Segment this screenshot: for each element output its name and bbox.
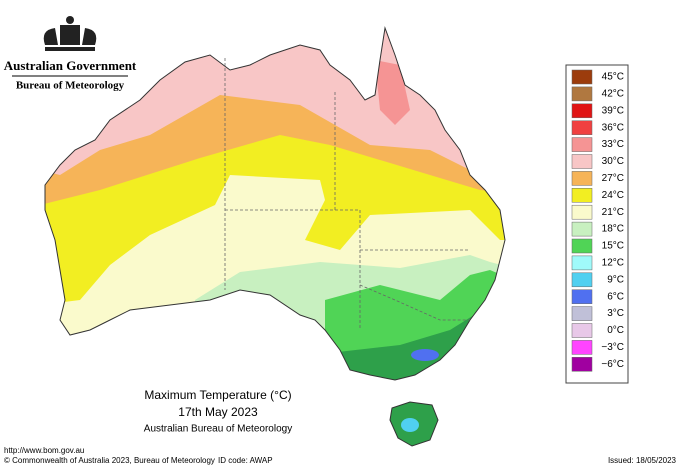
legend-swatch	[571, 221, 593, 237]
legend-swatch	[571, 154, 593, 169]
state-borders	[224, 58, 470, 330]
legend-swatch	[571, 204, 593, 220]
legend-label: 30°C	[602, 156, 624, 167]
bureau-name: Bureau of Meteorology	[16, 80, 125, 92]
legend-label: −6°C	[601, 359, 624, 370]
legend-label: 3°C	[607, 308, 624, 319]
legend: 45°C 42°C 39°C 36°C 33°C 30°C 27°C 24°C 21°C 18°C…	[571, 69, 624, 372]
map-source: Australian Bureau of Meteorology	[144, 424, 292, 435]
footer-url: http://www.bom.gov.au	[4, 446, 84, 455]
legend-swatch	[571, 171, 593, 186]
legend-swatch	[571, 306, 593, 321]
legend-label: −3°C	[601, 342, 624, 353]
coastline	[44, 26, 506, 447]
legend-label: 36°C	[602, 122, 624, 133]
legend-swatch	[571, 137, 593, 152]
coat-of-arms	[43, 16, 97, 51]
legend-label: 42°C	[602, 89, 624, 100]
legend-swatch	[571, 238, 593, 254]
legend-label: 0°C	[607, 325, 624, 336]
legend-label: 6°C	[607, 291, 624, 302]
footer-id: ID code: AWAP	[218, 456, 273, 465]
footer-issued: Issued: 18/05/2023	[608, 456, 677, 465]
legend-label: 45°C	[602, 72, 624, 83]
legend-swatch	[571, 357, 593, 372]
legend-swatch	[571, 86, 593, 102]
footer-copyright: © Commonwealth of Australia 2023, Bureau…	[4, 456, 215, 465]
legend-label: 21°C	[602, 207, 624, 218]
legend-label: 39°C	[602, 105, 624, 116]
legend-swatch	[571, 255, 593, 271]
legend-label: 33°C	[602, 139, 624, 150]
legend-swatch	[571, 340, 593, 355]
government-name: Australian Government	[4, 58, 137, 73]
legend-label: 12°C	[602, 258, 624, 269]
legend-swatch	[571, 323, 593, 338]
legend-label: 9°C	[607, 274, 624, 285]
legend-swatch	[571, 103, 593, 119]
legend-swatch	[571, 289, 593, 304]
map-date: 17th May 2023	[178, 405, 258, 419]
legend-swatch	[571, 120, 593, 135]
legend-label: 27°C	[602, 173, 624, 184]
legend-label: 15°C	[602, 241, 624, 252]
map-title: Maximum Temperature (°C)	[144, 388, 291, 402]
legend-swatch	[571, 69, 593, 85]
legend-label: 18°C	[602, 224, 624, 235]
legend-swatch	[571, 188, 593, 203]
legend-label: 24°C	[602, 190, 624, 201]
legend-swatch	[571, 272, 593, 288]
